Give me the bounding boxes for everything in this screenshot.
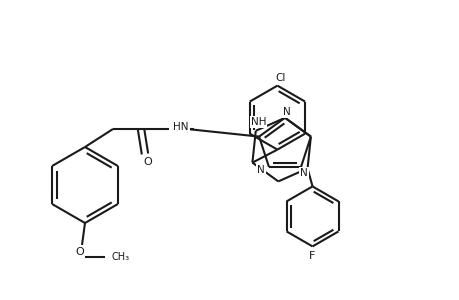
Text: Cl: Cl [274, 73, 285, 82]
Text: O: O [143, 157, 152, 167]
Text: O: O [75, 247, 84, 257]
Text: NH: NH [251, 117, 266, 127]
Text: N: N [257, 165, 264, 175]
Text: CH₃: CH₃ [112, 252, 130, 262]
Text: N: N [299, 168, 307, 178]
Text: F: F [309, 251, 315, 261]
Text: N: N [282, 107, 290, 117]
Text: HN: HN [173, 122, 188, 133]
